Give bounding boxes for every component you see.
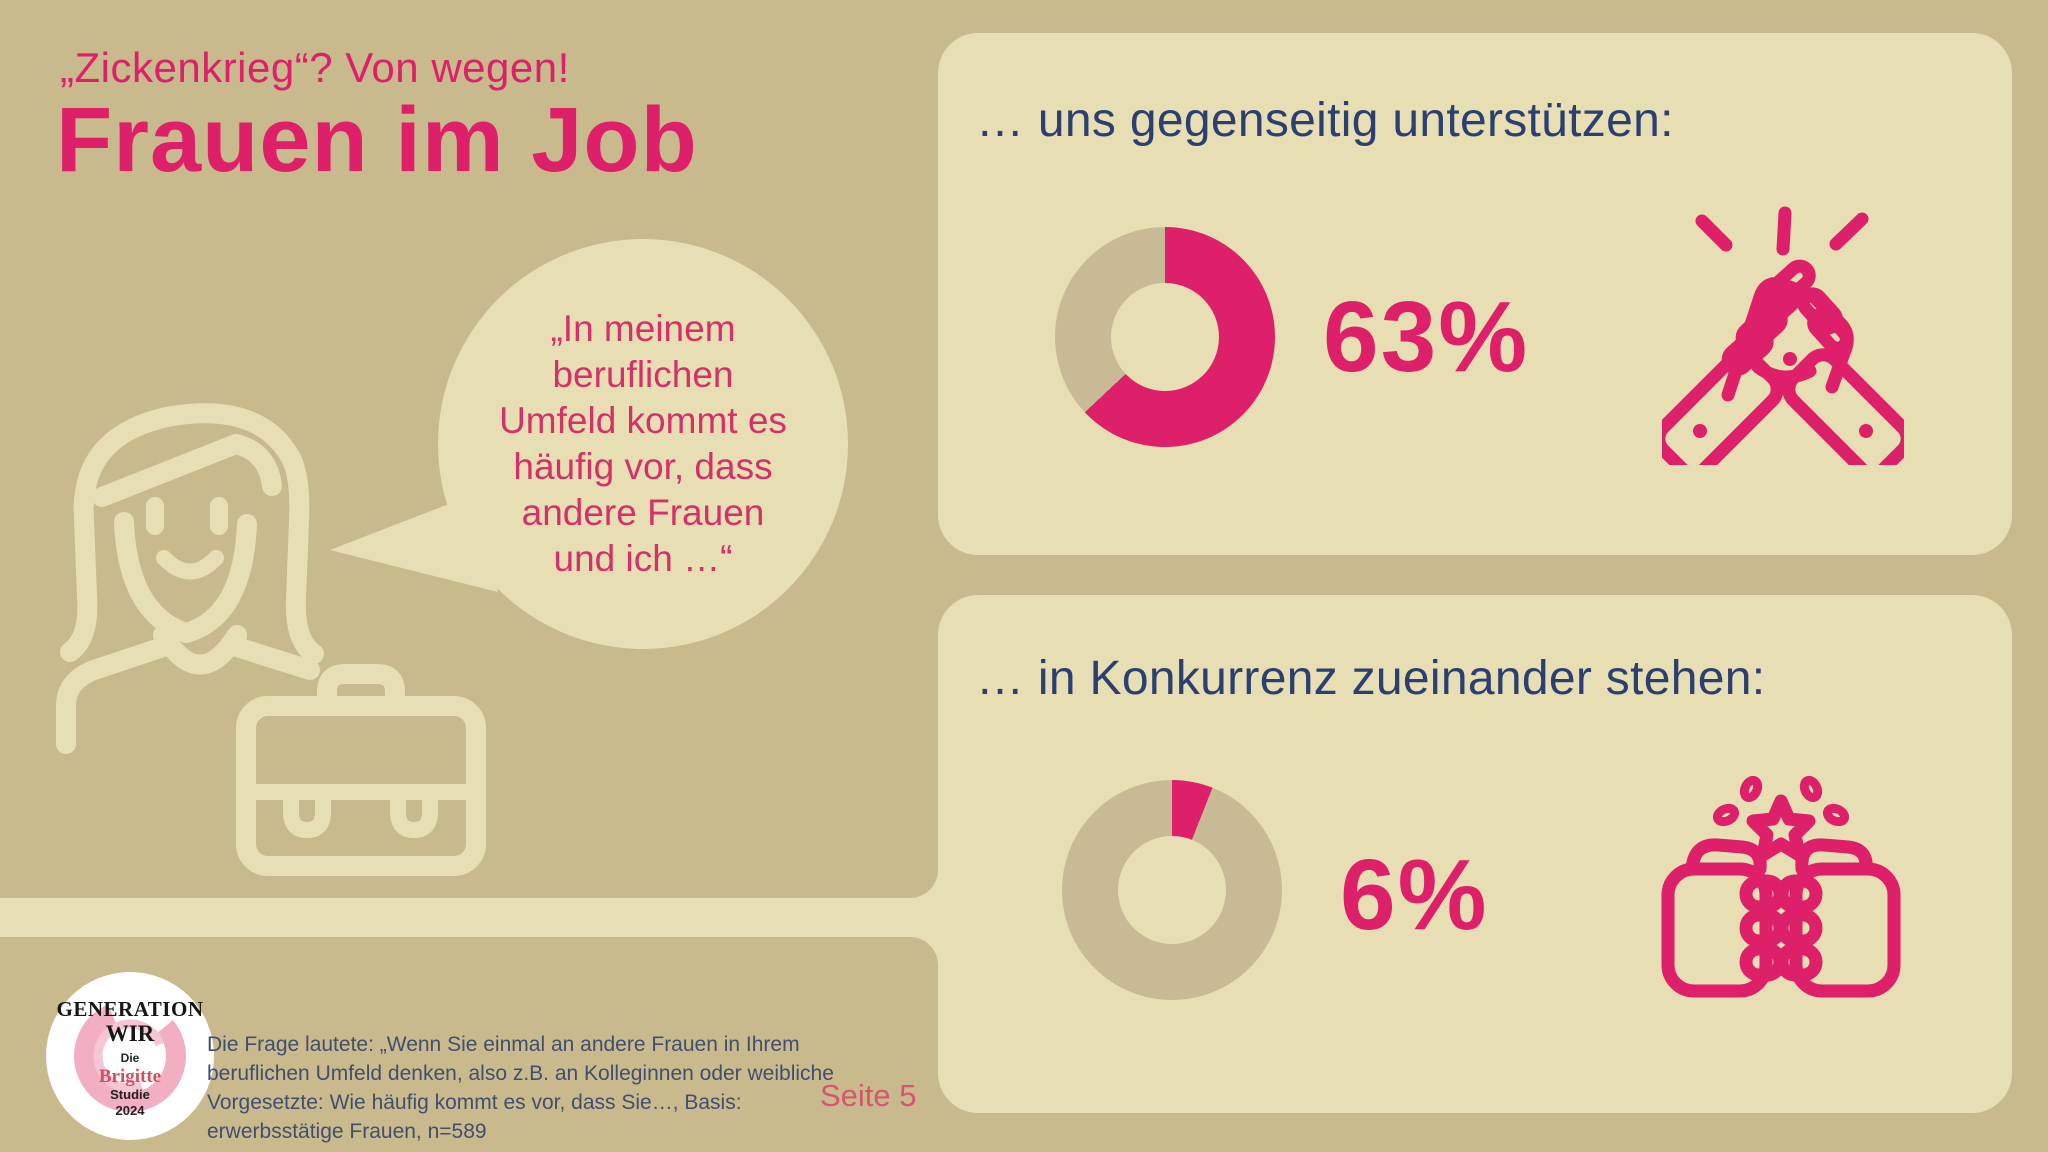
- smile: [156, 550, 224, 580]
- high-five-icon: [1662, 199, 1904, 465]
- donut-value-support: 63%: [1323, 281, 1530, 393]
- left-shoulder: [56, 637, 173, 754]
- logo-brigitte: Brigitte: [98, 1065, 162, 1087]
- logo-texts: GENERATION WIR Die Brigitte Studie 2024: [46, 972, 214, 1140]
- stat-card-competition: … in Konkurrenz zueinander stehen: 6%: [938, 595, 2012, 1113]
- donut-chart-competition: [1062, 780, 1282, 1000]
- brand-logo: GENERATION WIR Die Brigitte Studie 2024: [46, 972, 214, 1140]
- face-outline: [114, 512, 257, 643]
- logo-die: Die: [120, 1050, 140, 1065]
- logo-wir: WIR: [105, 1020, 155, 1046]
- footnote: Die Frage lautete: „Wenn Sie einmal an a…: [207, 1033, 834, 1143]
- card-title-support: … uns gegenseitig unterstützen:: [976, 94, 1674, 147]
- right-shoulder: [227, 637, 320, 680]
- donut-chart-support: [1055, 227, 1275, 447]
- logo-2024: 2024: [115, 1102, 145, 1118]
- speech-bubble: „In meinem beruflichen Umfeld kommt es h…: [438, 239, 848, 649]
- stat-card-support: … uns gegenseitig unterstützen: 63%: [938, 33, 2012, 555]
- woman-illustration: [56, 403, 324, 754]
- page-number: Seite 5: [820, 1078, 917, 1113]
- logo-studie: Studie: [110, 1086, 150, 1102]
- connector-strip: [0, 870, 938, 965]
- logo-generation: GENERATION: [56, 996, 204, 1021]
- donut-value-competition: 6%: [1340, 839, 1489, 951]
- fist-bump-icon: [1656, 773, 1906, 1025]
- speech-bubble-text: „In meinem beruflichen Umfeld kommt es h…: [499, 308, 787, 579]
- page-title: Frauen im Job: [56, 89, 698, 191]
- hair-bangs: [92, 434, 282, 507]
- briefcase-icon: [236, 664, 486, 876]
- collar: [153, 625, 247, 675]
- kicker-text: „Zickenkrieg“? Von wegen!: [60, 44, 570, 91]
- card-title-competition: … in Konkurrenz zueinander stehen:: [976, 652, 1766, 705]
- logo-brush-swirl: [74, 1000, 186, 1112]
